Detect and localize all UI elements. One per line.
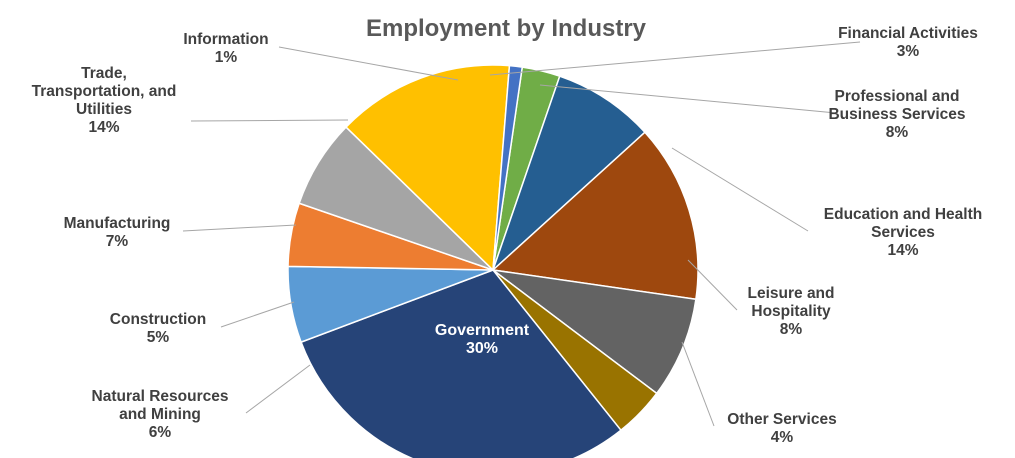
slice-label: Professional and Business Services 8% <box>828 88 965 141</box>
pie-slice-leisure-and-hospitality <box>492 269 697 395</box>
slice-label-line: Utilities <box>76 101 132 118</box>
pie-slice-trade-transportation-and-utilities <box>344 64 511 272</box>
leader-line <box>671 147 809 232</box>
slice-label-line: Natural Resources <box>92 388 229 405</box>
pie-slices <box>287 64 699 458</box>
leader-line <box>220 301 295 328</box>
slice-label: Leisure and Hospitality 8% <box>748 285 835 338</box>
slice-label-line: Government <box>435 322 530 339</box>
slice-label-line: and Mining <box>119 406 201 423</box>
slice-label-line: Trade, <box>81 65 127 82</box>
slice-label-line: Hospitality <box>751 303 831 320</box>
slice-label-line: Transportation, and <box>32 83 177 100</box>
pie-slice-education-and-health-services <box>491 131 699 301</box>
pie-slice-professional-and-business-services <box>492 75 646 271</box>
slice-label-line: Business Services <box>828 106 965 123</box>
slice-label-line: Construction <box>110 311 206 328</box>
slice-label: Natural Resources and Mining 6% <box>92 388 229 441</box>
slice-label-line: Information <box>183 31 268 48</box>
leader-line <box>245 364 311 414</box>
slice-label: Manufacturing 7% <box>64 215 171 250</box>
slice-label-line: Services <box>871 224 935 241</box>
slice-label: Construction 5% <box>110 311 206 346</box>
slice-label-line: 8% <box>886 124 909 141</box>
leader-line <box>539 84 837 114</box>
slice-label-line: 1% <box>215 49 238 66</box>
slice-label: Information 1% <box>183 31 268 66</box>
chart-title: Employment by Industry <box>366 15 647 42</box>
slice-label-line: Financial Activities <box>838 25 978 42</box>
slice-label: Other Services 4% <box>727 411 836 446</box>
slice-label-line: Professional and <box>835 88 960 105</box>
slice-label: Government 30% <box>435 322 530 357</box>
slice-label: Education and Health Services 14% <box>824 206 982 259</box>
slice-labels: Financial Activities 3% Professional and Bu… <box>32 25 983 446</box>
slice-label-line: 6% <box>149 424 172 441</box>
slice-label-line: Leisure and <box>748 285 835 302</box>
slice-label-line: 7% <box>106 233 129 250</box>
leader-line <box>489 41 861 76</box>
slice-label-line: 8% <box>780 321 803 338</box>
leader-line <box>182 224 297 232</box>
slice-label-line: Manufacturing <box>64 215 171 232</box>
slice-label-line: 5% <box>147 329 170 346</box>
slice-label-line: 30% <box>466 340 498 357</box>
pie-slice-government <box>300 269 622 458</box>
slice-label-line: 3% <box>897 43 920 60</box>
slice-label-line: 14% <box>88 119 119 136</box>
slice-label: Trade, Transportation, and Utilities 14% <box>32 65 177 136</box>
slice-label: Financial Activities 3% <box>838 25 978 60</box>
leader-line <box>681 341 715 427</box>
slice-label-line: 4% <box>771 429 794 446</box>
leader-lines <box>182 41 861 427</box>
pie-slice-information <box>492 64 524 271</box>
leader-line <box>278 46 459 81</box>
slice-label-line: Education and Health <box>824 206 982 223</box>
leader-line <box>687 259 738 311</box>
slice-label-line: 14% <box>887 242 918 259</box>
leader-line <box>190 119 349 122</box>
slice-label-line: Other Services <box>727 411 836 428</box>
